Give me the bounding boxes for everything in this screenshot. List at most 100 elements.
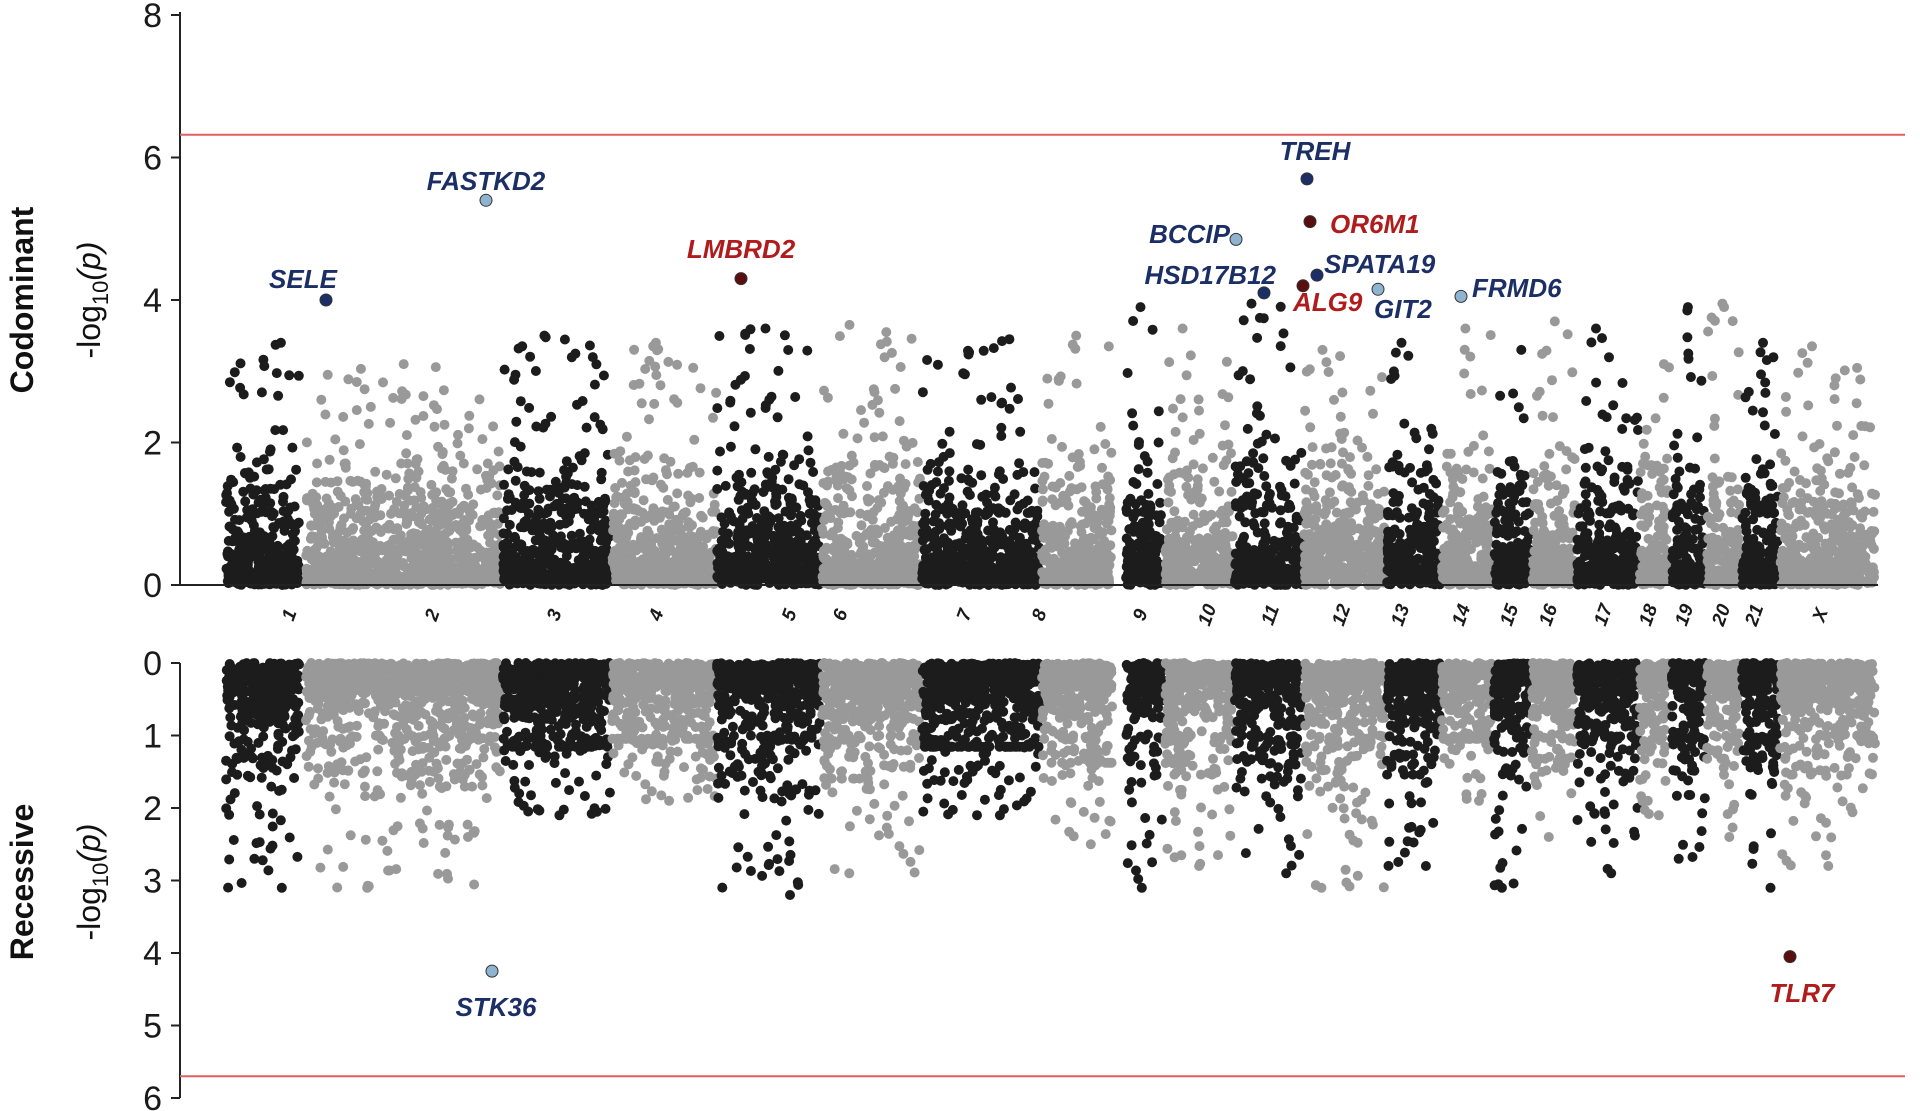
codominant-point-chr2 xyxy=(475,394,485,404)
codominant-point-chr11 xyxy=(1256,507,1266,517)
codominant-point-chr2 xyxy=(403,485,413,495)
codominant-point-chr1 xyxy=(245,550,255,560)
codominant-point-chr6 xyxy=(836,534,846,544)
codominant-point-chr7 xyxy=(1005,404,1015,414)
codominant-point-chr1 xyxy=(278,425,288,435)
codominant-point-chr10 xyxy=(1170,531,1180,541)
codominant-point-chr2 xyxy=(373,557,383,567)
codominant-point-chr6 xyxy=(896,503,906,513)
codominant-point-chr5 xyxy=(783,345,793,355)
codominant-point-chr4 xyxy=(661,465,671,475)
codominant-point-chr5 xyxy=(773,366,783,376)
codominant-point-chr6 xyxy=(837,554,847,564)
codominant-point-chr2 xyxy=(352,405,362,415)
codominant-point-chr4 xyxy=(708,413,718,423)
codominant-point-chr7 xyxy=(1026,521,1036,531)
codominant-point-chr2 xyxy=(464,516,474,526)
codominant-point-chr5 xyxy=(752,513,762,523)
codominant-point-chr4 xyxy=(672,536,682,546)
codominant-point-chr6 xyxy=(820,554,830,564)
codominant-point-chr4 xyxy=(656,380,666,390)
codominant-point-chr1 xyxy=(252,508,262,518)
codominant-point-chr6 xyxy=(905,526,915,536)
codominant-point-chr4 xyxy=(649,399,659,409)
codominant-point-chr3 xyxy=(591,359,601,369)
codominant-point-chr10 xyxy=(1163,475,1173,485)
codominant-point-chr11 xyxy=(1261,531,1271,541)
codominant-point-chr7 xyxy=(937,439,947,449)
codominant-point-chr4 xyxy=(622,432,632,442)
codominant-point-chr6 xyxy=(853,433,863,443)
codominant-point-chr3 xyxy=(535,494,545,504)
codominant-point-chr4 xyxy=(668,502,678,512)
codominant-point-chr4 xyxy=(696,511,706,521)
codominant-point-chr2 xyxy=(370,573,380,583)
codominant-point-chr5 xyxy=(730,421,740,431)
codominant-point-chr4 xyxy=(644,544,654,554)
codominant-point-chr10 xyxy=(1218,441,1228,451)
codominant-point-chr10 xyxy=(1209,477,1219,487)
codominant-point-chr1 xyxy=(242,505,252,515)
codominant-point-chr7 xyxy=(1015,427,1025,437)
codominant-point-chr4 xyxy=(658,541,668,551)
codominant-point-chr2 xyxy=(312,477,322,487)
codominant-point-chr4 xyxy=(639,495,649,505)
codominant-point-chr8 xyxy=(1072,379,1082,389)
codominant-point-chr7 xyxy=(1006,383,1016,393)
codominant-point-chr1 xyxy=(235,383,245,393)
codominant-point-chr2 xyxy=(306,578,316,588)
codominant-point-chr6 xyxy=(870,526,880,536)
codominant-point-chr2 xyxy=(320,410,330,420)
codominant-point-chr8 xyxy=(1084,546,1094,556)
codominant-point-chr6 xyxy=(856,405,866,415)
codominant-point-chr3 xyxy=(564,517,574,527)
codominant-point-chr3 xyxy=(524,509,534,519)
codominant-point-chr2 xyxy=(401,546,411,556)
codominant-point-chr4 xyxy=(677,555,687,565)
codominant-point-chr3 xyxy=(545,485,555,495)
codominant-point-chr5 xyxy=(746,574,756,584)
codominant-point-chr10 xyxy=(1171,427,1181,437)
codominant-point-chr3 xyxy=(532,526,542,536)
codominant-point-chr2 xyxy=(401,578,411,588)
codominant-point-chr3 xyxy=(511,417,521,427)
codominant-point-chr2 xyxy=(488,421,498,431)
codominant-point-chr2 xyxy=(311,554,321,564)
codominant-point-chr5 xyxy=(789,540,799,550)
codominant-point-chr5 xyxy=(781,507,791,517)
codominant-point-chr5 xyxy=(746,468,756,478)
codominant-point-chr11 xyxy=(1285,362,1295,372)
codominant-point-chr1 xyxy=(230,367,240,377)
codominant-point-chr7 xyxy=(948,504,958,514)
codominant-point-chr1 xyxy=(252,457,262,467)
codominant-point-chr2 xyxy=(442,565,452,575)
codominant-point-chr11 xyxy=(1258,453,1268,463)
codominant-point-chr3 xyxy=(585,341,595,351)
codominant-point-chr10 xyxy=(1178,324,1188,334)
codominant-point-chr2 xyxy=(399,359,409,369)
codominant-point-chr3 xyxy=(513,462,523,472)
codominant-point-chr4 xyxy=(672,360,682,370)
codominant-point-chr2 xyxy=(392,523,402,533)
codominant-point-chr4 xyxy=(631,452,641,462)
codominant-point-chr4 xyxy=(623,504,633,514)
codominant-point-chr10 xyxy=(1186,350,1196,360)
codominant-point-chr7 xyxy=(989,540,999,550)
codominant-point-chr5 xyxy=(716,543,726,553)
codominant-point-chr8 xyxy=(1064,471,1074,481)
codominant-point-chr4 xyxy=(688,363,698,373)
codominant-point-chr4 xyxy=(711,388,721,398)
codominant-point-chr6 xyxy=(845,320,855,330)
codominant-point-chr2 xyxy=(446,555,456,565)
codominant-point-chr5 xyxy=(751,500,761,510)
codominant-point-chr4 xyxy=(615,446,625,456)
codominant-point-chr7 xyxy=(928,541,938,551)
codominant-point-chr4 xyxy=(613,533,623,543)
codominant-point-chr3 xyxy=(562,551,572,561)
codominant-point-chr1 xyxy=(290,526,300,536)
codominant-point-chr2 xyxy=(430,422,440,432)
codominant-point-chr2 xyxy=(439,385,449,395)
codominant-point-chr1 xyxy=(269,509,279,519)
codominant-point-chr6 xyxy=(865,469,875,479)
codominant-point-chr7 xyxy=(976,470,986,480)
